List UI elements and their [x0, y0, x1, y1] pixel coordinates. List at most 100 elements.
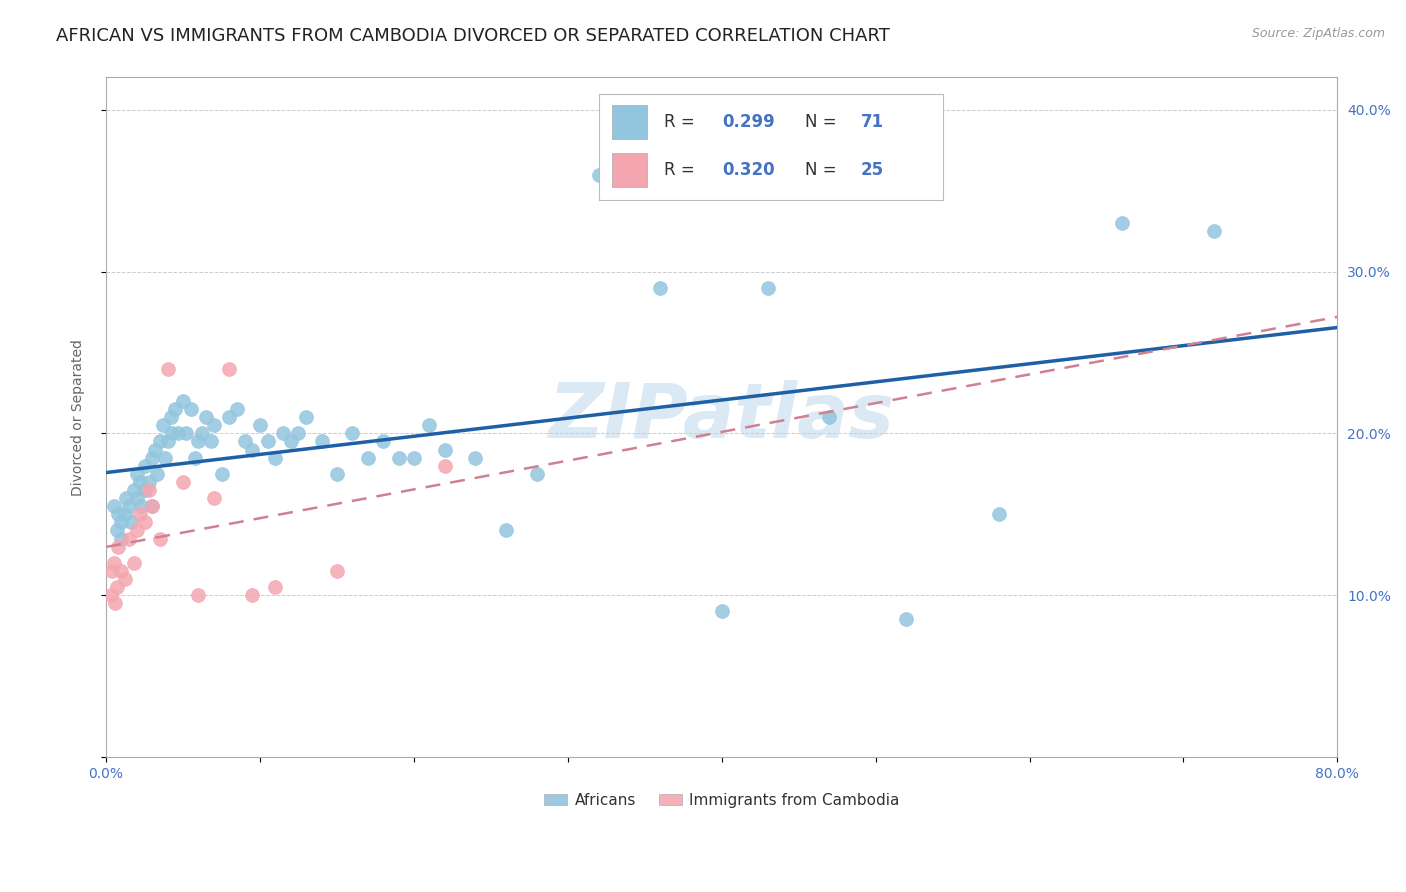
Point	[159, 410, 181, 425]
Text: ZIPatlas: ZIPatlas	[548, 380, 894, 454]
Point	[162, 426, 184, 441]
Point	[233, 434, 256, 449]
Point	[141, 450, 163, 465]
Point	[156, 361, 179, 376]
Point	[342, 426, 364, 441]
Point	[756, 281, 779, 295]
Point	[134, 516, 156, 530]
Point	[138, 483, 160, 497]
Point	[134, 483, 156, 497]
Point	[180, 402, 202, 417]
Point	[1204, 224, 1226, 238]
Point	[110, 516, 132, 530]
Point	[357, 450, 380, 465]
Point	[495, 524, 517, 538]
Point	[149, 434, 172, 449]
Point	[326, 564, 349, 578]
Point	[103, 499, 125, 513]
Point	[118, 532, 141, 546]
Point	[218, 410, 240, 425]
Point	[433, 458, 456, 473]
Point	[184, 450, 207, 465]
Point	[287, 426, 309, 441]
Point	[138, 475, 160, 489]
Point	[129, 475, 152, 489]
Point	[105, 580, 128, 594]
Legend: Africans, Immigrants from Cambodia: Africans, Immigrants from Cambodia	[537, 787, 905, 814]
Point	[118, 499, 141, 513]
Point	[156, 434, 179, 449]
Point	[200, 434, 222, 449]
Point	[371, 434, 394, 449]
Y-axis label: Divorced or Separated: Divorced or Separated	[72, 339, 86, 496]
Point	[588, 168, 610, 182]
Point	[249, 418, 271, 433]
Point	[114, 572, 136, 586]
Point	[125, 491, 148, 505]
Point	[125, 467, 148, 481]
Point	[211, 467, 233, 481]
Point	[174, 426, 197, 441]
Point	[418, 418, 440, 433]
Point	[202, 418, 225, 433]
Point	[131, 499, 153, 513]
Point	[172, 394, 194, 409]
Point	[387, 450, 409, 465]
Point	[153, 450, 176, 465]
Point	[433, 442, 456, 457]
Point	[101, 564, 124, 578]
Point	[1111, 216, 1133, 230]
Point	[114, 508, 136, 522]
Point	[149, 532, 172, 546]
Point	[650, 281, 672, 295]
Point	[129, 508, 152, 522]
Point	[256, 434, 278, 449]
Point	[311, 434, 333, 449]
Point	[103, 556, 125, 570]
Point	[134, 458, 156, 473]
Point	[280, 434, 302, 449]
Point	[295, 410, 318, 425]
Point	[172, 475, 194, 489]
Point	[240, 588, 263, 602]
Point	[271, 426, 294, 441]
Point	[122, 483, 145, 497]
Point	[122, 556, 145, 570]
Point	[107, 540, 129, 554]
Point	[100, 588, 122, 602]
Point	[195, 410, 218, 425]
Point	[225, 402, 247, 417]
Point	[141, 499, 163, 513]
Point	[167, 426, 190, 441]
Point	[187, 588, 209, 602]
Point	[125, 524, 148, 538]
Text: Source: ZipAtlas.com: Source: ZipAtlas.com	[1251, 27, 1385, 40]
Point	[187, 434, 209, 449]
Point	[104, 596, 127, 610]
Point	[240, 442, 263, 457]
Point	[218, 361, 240, 376]
Point	[115, 491, 138, 505]
Point	[264, 580, 287, 594]
Point	[326, 467, 349, 481]
Point	[152, 418, 174, 433]
Point	[264, 450, 287, 465]
Point	[110, 532, 132, 546]
Point	[818, 410, 841, 425]
Point	[896, 612, 918, 626]
Point	[402, 450, 425, 465]
Point	[526, 467, 548, 481]
Point	[987, 508, 1010, 522]
Point	[143, 442, 166, 457]
Point	[105, 524, 128, 538]
Point	[710, 604, 733, 618]
Point	[190, 426, 212, 441]
Point	[107, 508, 129, 522]
Point	[464, 450, 486, 465]
Point	[141, 499, 163, 513]
Text: AFRICAN VS IMMIGRANTS FROM CAMBODIA DIVORCED OR SEPARATED CORRELATION CHART: AFRICAN VS IMMIGRANTS FROM CAMBODIA DIVO…	[56, 27, 890, 45]
Point	[165, 402, 187, 417]
Point	[202, 491, 225, 505]
Point	[120, 516, 142, 530]
Point	[110, 564, 132, 578]
